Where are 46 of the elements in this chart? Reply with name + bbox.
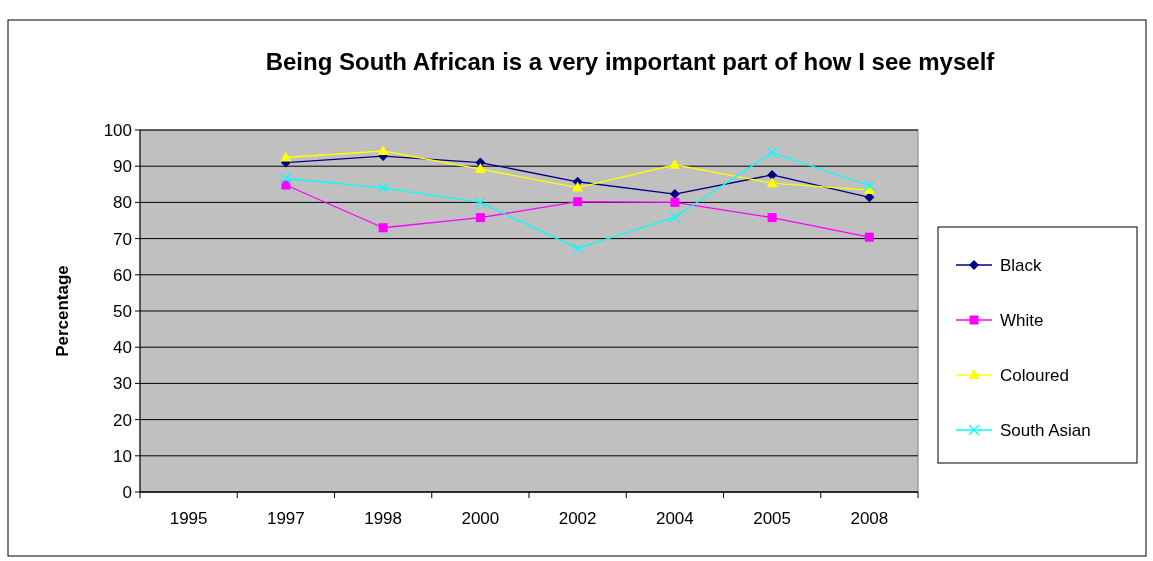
y-tick-label: 100 <box>103 120 132 140</box>
point <box>571 242 584 255</box>
legend-label: White <box>1000 310 1044 330</box>
legend-label: Black <box>1000 255 1043 275</box>
y-tick-label: 80 <box>113 193 132 213</box>
point <box>669 158 681 169</box>
point <box>280 172 292 185</box>
y-tick-label: 50 <box>113 301 132 321</box>
point <box>377 145 389 155</box>
point <box>377 182 389 194</box>
y-tick-label: 60 <box>113 265 132 285</box>
point <box>378 223 388 233</box>
point <box>474 196 487 209</box>
point <box>281 180 291 190</box>
point <box>280 151 292 162</box>
x-tick-label: 2008 <box>850 509 889 528</box>
chart-title: Being South African is a very important part of how I see myself <box>265 48 996 75</box>
y-tick-label: 70 <box>113 229 132 249</box>
point <box>474 163 486 174</box>
x-tick-label: 2000 <box>461 509 500 528</box>
legend-label: South Asian <box>1000 420 1091 440</box>
point <box>670 197 680 207</box>
x-tick-label: 1998 <box>364 509 403 528</box>
y-tick-label: 10 <box>113 446 132 466</box>
x-tick-label: 2002 <box>558 509 597 528</box>
y-tick-label: 20 <box>113 410 132 430</box>
y-tick-label: 30 <box>113 374 132 394</box>
point <box>766 146 778 159</box>
point <box>767 169 778 180</box>
point <box>766 177 778 188</box>
y-tick-label: 40 <box>113 338 132 358</box>
point <box>572 181 584 192</box>
x-tick-label: 2005 <box>753 509 792 528</box>
y-tick-label: 90 <box>113 157 132 177</box>
y-axis-title: Percentage <box>53 265 72 357</box>
point <box>573 197 583 207</box>
point <box>767 213 777 223</box>
x-tick-label: 2004 <box>655 509 694 528</box>
legend-label: Coloured <box>1000 365 1069 385</box>
point <box>669 211 681 223</box>
point <box>864 232 874 242</box>
point <box>863 180 876 192</box>
x-tick-label: 1997 <box>266 509 305 528</box>
point <box>475 213 485 223</box>
x-tick-label: 1995 <box>169 509 208 528</box>
y-tick-label: 0 <box>122 482 132 502</box>
